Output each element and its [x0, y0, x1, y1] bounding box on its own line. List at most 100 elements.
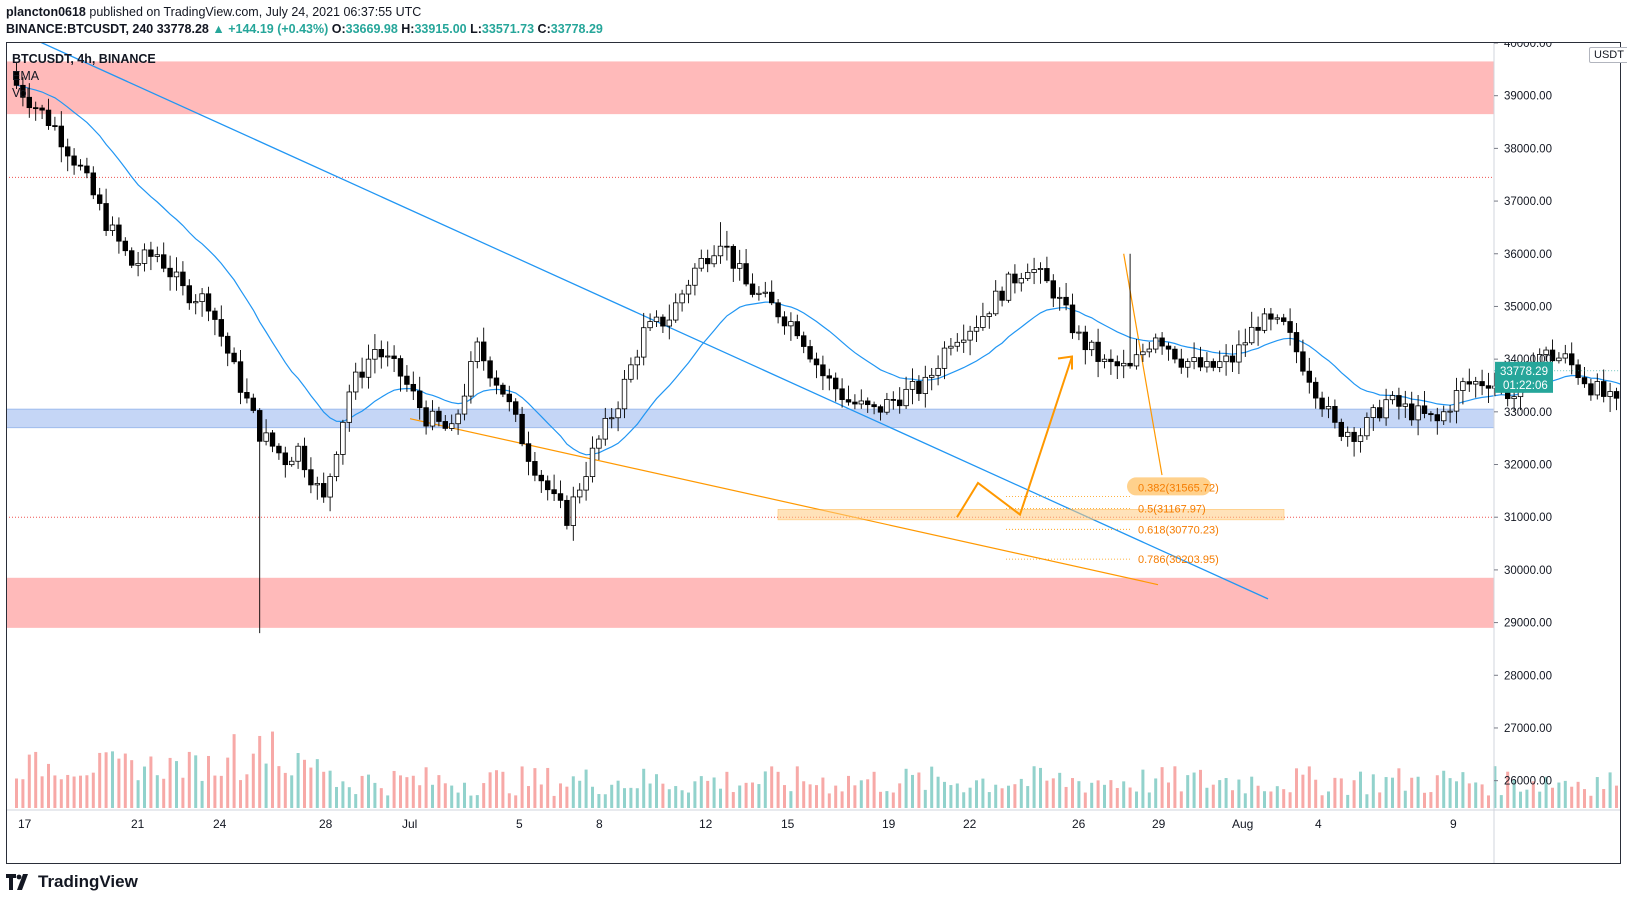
- candle-body: [1562, 353, 1568, 359]
- volume-bar: [34, 751, 38, 808]
- candle: [141, 243, 148, 272]
- candle-body: [993, 290, 999, 315]
- candle: [871, 401, 877, 415]
- candle: [244, 378, 250, 404]
- volume-bar: [315, 759, 319, 808]
- volume-bar: [661, 783, 665, 808]
- author-name[interactable]: plancton0618: [6, 5, 86, 19]
- candle: [218, 305, 224, 347]
- candle-body: [801, 335, 807, 347]
- candle: [1377, 399, 1383, 422]
- legend-symbol[interactable]: BTCUSDT, 4h, BINANCE: [12, 52, 156, 66]
- volume-bar: [1544, 776, 1548, 808]
- volume-bar: [770, 766, 774, 808]
- volume-bar: [597, 794, 601, 808]
- candle-body: [653, 316, 660, 322]
- candle-body: [231, 352, 237, 363]
- volume-bar: [763, 771, 767, 808]
- volume-bar: [443, 783, 447, 808]
- volume-bar: [1007, 785, 1010, 808]
- candle: [724, 230, 730, 261]
- candle-body: [1421, 405, 1428, 414]
- price-chart[interactable]: 0.382(31565.72) 0.5(31167.97) 0.618(30770.…: [6, 42, 1621, 864]
- candle: [666, 304, 672, 340]
- candle-body: [545, 480, 551, 491]
- candle: [1242, 328, 1248, 357]
- candle-body: [1185, 361, 1191, 368]
- candle-body: [65, 146, 71, 157]
- candle-body: [135, 263, 141, 266]
- volume-bar: [968, 787, 972, 808]
- candle-body: [788, 321, 794, 327]
- volume-bar: [264, 763, 268, 808]
- candle-body: [1466, 381, 1472, 385]
- candle-body: [1210, 361, 1216, 368]
- volume-bars: [15, 731, 1618, 808]
- candle-body: [1178, 358, 1184, 368]
- candle: [1543, 346, 1549, 361]
- candle-body: [39, 107, 45, 111]
- candle: [391, 345, 397, 373]
- time-tick-label: 12: [699, 817, 713, 831]
- candle: [1300, 339, 1306, 376]
- currency-badge[interactable]: USDT: [1589, 47, 1627, 63]
- volume-bar: [872, 771, 876, 808]
- candle: [545, 475, 551, 501]
- candle-body: [1556, 357, 1562, 362]
- volume-bar: [885, 791, 889, 808]
- volume-bar: [955, 783, 959, 808]
- candle-body: [743, 263, 749, 285]
- candle: [1172, 346, 1178, 364]
- volume-bar: [655, 774, 658, 808]
- candle-body: [1165, 345, 1172, 350]
- candle: [999, 286, 1005, 307]
- volume-bar: [1301, 774, 1305, 808]
- candle: [58, 111, 64, 163]
- candle-body: [532, 461, 538, 476]
- candle: [916, 375, 922, 401]
- legend-vol[interactable]: Vol: [12, 86, 30, 100]
- candle: [173, 257, 180, 291]
- candle-body: [512, 401, 519, 415]
- candle-body: [986, 313, 992, 317]
- volume-bar: [258, 735, 262, 808]
- price-tick-label: 38000.00: [1504, 143, 1552, 155]
- volume-bar: [1128, 787, 1132, 808]
- candle-body: [109, 224, 116, 231]
- candle-body: [1229, 355, 1236, 363]
- volume-bar: [565, 786, 569, 808]
- volume-bar: [1499, 795, 1503, 808]
- candle: [833, 372, 839, 402]
- candle-body: [980, 316, 986, 328]
- candle-body: [1025, 272, 1031, 279]
- legend-ema[interactable]: EMA: [12, 69, 40, 83]
- candle: [1044, 256, 1050, 284]
- candle: [621, 369, 628, 419]
- candle: [583, 461, 589, 501]
- candle-body: [1089, 341, 1095, 351]
- candle-body: [519, 413, 525, 445]
- candle-body: [487, 360, 493, 379]
- volume-bar: [674, 786, 678, 808]
- candle-body: [90, 172, 96, 196]
- volume-bar: [283, 772, 287, 808]
- volume-bar: [1410, 777, 1414, 808]
- volume-bar: [815, 785, 818, 808]
- candle-body: [1140, 351, 1146, 356]
- countdown-label: 01:22:06: [1503, 380, 1548, 392]
- candle: [320, 472, 327, 503]
- candle-body: [711, 255, 717, 265]
- volume-bar: [776, 771, 780, 808]
- volume-bar: [399, 775, 402, 808]
- candle-body: [1159, 337, 1165, 347]
- candle-body: [218, 319, 224, 337]
- volume-bar: [1096, 780, 1100, 808]
- candle-body: [935, 367, 941, 376]
- candle: [1050, 274, 1056, 308]
- candle: [1415, 395, 1421, 436]
- candle: [384, 341, 391, 367]
- candle: [1402, 390, 1408, 418]
- tradingview-brand[interactable]: TradingView: [6, 872, 138, 892]
- price-tick-label: 32000.00: [1504, 460, 1552, 472]
- volume-bar: [1493, 766, 1497, 808]
